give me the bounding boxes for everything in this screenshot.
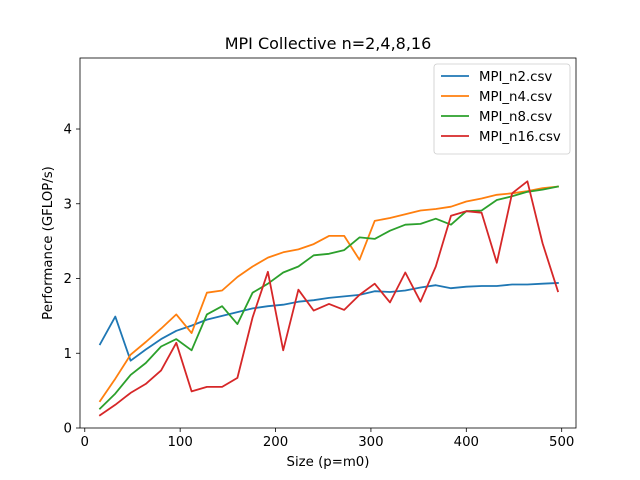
legend-label-1: MPI_n4.csv <box>479 90 552 105</box>
x-tick-label: 200 <box>263 435 288 450</box>
x-tick-label: 300 <box>358 435 383 450</box>
x-tick-label: 500 <box>549 435 574 450</box>
series-line-3 <box>98 180 560 417</box>
legend-box <box>433 63 571 155</box>
plot-lines <box>98 180 560 417</box>
y-tick-label: 3 <box>64 197 72 212</box>
x-tick-label: 100 <box>167 435 192 450</box>
y-tick-label: 4 <box>64 123 72 138</box>
y-tick-label: 0 <box>64 422 72 437</box>
series-line-2 <box>98 185 559 410</box>
x-tick-label: 400 <box>454 435 479 450</box>
x-axis: 0 100 200 300 400 500 <box>81 428 574 450</box>
legend: MPI_n2.csv MPI_n4.csv MPI_n8.csv MPI_n16.cs… <box>433 63 571 155</box>
y-tick-label: 1 <box>64 347 72 362</box>
series-line-1 <box>98 185 559 403</box>
y-axis-label: Performance (GFLOP/s) <box>41 166 56 320</box>
y-tick-label: 2 <box>64 272 72 287</box>
x-tick-label: 0 <box>81 435 89 450</box>
legend-label-2: MPI_n8.csv <box>479 110 552 125</box>
x-axis-label: Size (p=m0) <box>287 455 370 470</box>
legend-label-3: MPI_n16.csv <box>479 130 561 145</box>
series-line-0 <box>98 282 559 362</box>
plot-frame <box>79 57 577 429</box>
y-axis: 0 1 2 3 4 <box>64 123 80 437</box>
chart-title: MPI Collective n=2,4,8,16 <box>225 34 432 53</box>
legend-label-0: MPI_n2.csv <box>479 70 552 85</box>
